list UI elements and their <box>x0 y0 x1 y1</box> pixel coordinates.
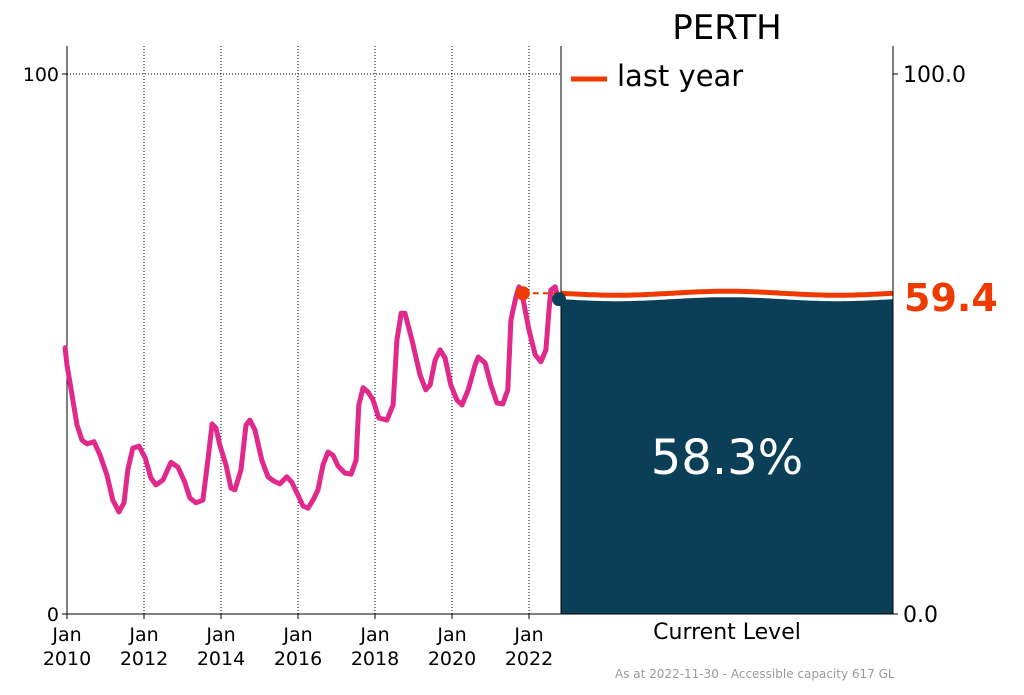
x-tick-label: 2018 <box>351 648 399 670</box>
legend-label-last-year: last year <box>617 59 743 93</box>
current-point <box>552 292 566 307</box>
x-tick-label: Jan <box>359 624 389 646</box>
x-tick-label: 2016 <box>274 648 322 670</box>
x-tick-label: 2014 <box>197 648 245 670</box>
x-tick-label: Jan <box>128 624 158 646</box>
x-tick-label: Jan <box>282 624 312 646</box>
x-tick-label: Jan <box>436 624 466 646</box>
current-level-panel <box>560 287 894 614</box>
series <box>62 284 566 515</box>
last-year-point <box>515 286 530 301</box>
ticks: Jan2010Jan2012Jan2014Jan2016Jan2018Jan20… <box>23 63 966 670</box>
x-tick-label: Jan <box>205 624 235 646</box>
axes <box>66 46 894 615</box>
last-year-line <box>560 288 894 298</box>
footnote: As at 2022-11-30 - Accessible capacity 6… <box>615 667 895 681</box>
y-tick-label-left: 0 <box>47 604 59 626</box>
x-tick-label: 2022 <box>505 648 553 670</box>
last-year-value-label: 59.4 <box>904 276 998 320</box>
current-percent-label: 58.3% <box>651 430 803 486</box>
current-level-label: Current Level <box>653 620 801 645</box>
storage-line <box>62 284 564 515</box>
x-tick-label: 2020 <box>428 648 476 670</box>
x-tick-label: Jan <box>51 624 81 646</box>
x-tick-label: 2010 <box>43 648 91 670</box>
y-tick-label-right: 100.0 <box>903 63 966 88</box>
grid <box>67 46 561 614</box>
y-tick-label-right: 0.0 <box>903 603 938 628</box>
x-tick-label: 2012 <box>120 648 168 670</box>
current-level-fill <box>561 297 893 614</box>
chart-title: PERTH <box>672 8 781 48</box>
x-tick-label: Jan <box>513 624 543 646</box>
y-tick-label-left: 100 <box>23 64 59 86</box>
